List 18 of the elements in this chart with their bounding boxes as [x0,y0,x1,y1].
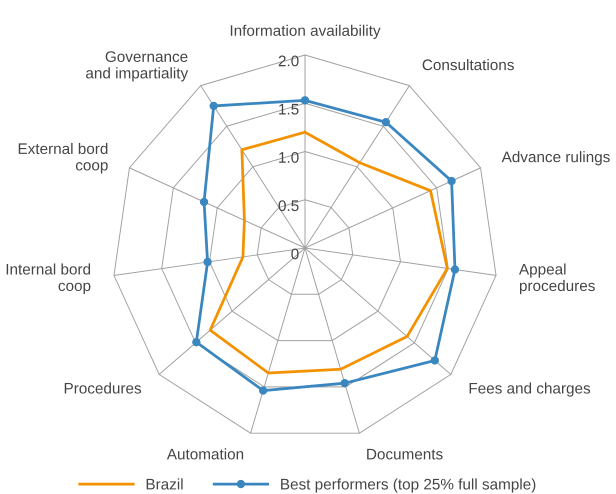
spoke-label: Internal bord coop [6,263,90,294]
spoke-label: Documents [367,448,443,460]
spoke-label: Automation [166,448,244,460]
spoke-label: Information availability [230,24,381,39]
spoke-label: Advance rulings [502,151,610,166]
y-tick-label: 2.0 [278,56,299,66]
spoke-label: Consultations [422,59,514,70]
legend-label: Brazil [146,478,183,490]
spoke-label: Procedures [64,382,142,394]
y-tick-label: 0.5 [278,200,299,212]
y-tick-label: 0 [291,248,299,260]
spoke-label: Appeal procedures [518,263,595,294]
y-tick-label: 1.5 [279,104,299,115]
spoke-label: External bord coop [18,142,108,174]
y-tick-label: 1.0 [279,152,299,163]
legend-label: Best performers (top 25% full sample) [281,478,536,493]
spoke-label: Fees and charges [470,382,590,397]
spoke-label: Governance and impartiality [86,51,188,82]
